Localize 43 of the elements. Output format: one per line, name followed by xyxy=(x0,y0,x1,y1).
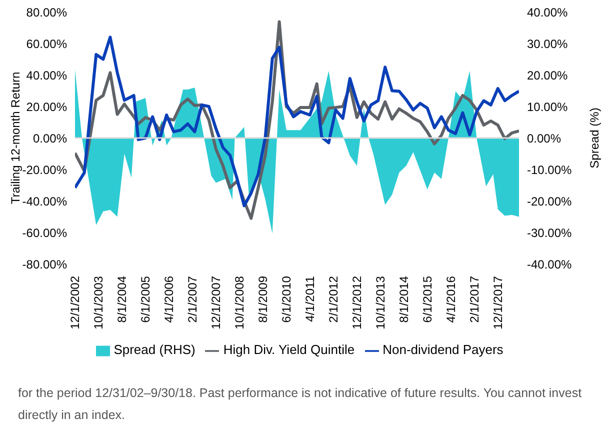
y2-axis-title: Spread (%) xyxy=(587,108,602,168)
x-tick-label: 2/1/2007 xyxy=(186,276,200,323)
y2-tick-label: -40.00% xyxy=(527,257,572,272)
y2-tick-label: 20.00% xyxy=(527,68,568,82)
y-tick-label: 20.00% xyxy=(26,100,68,114)
y-tick-label: 40.00% xyxy=(26,68,68,82)
x-tick-label: 2/1/2012 xyxy=(326,276,340,323)
y2-tick-label: -10.00% xyxy=(527,162,572,177)
x-tick-label: 8/1/2009 xyxy=(256,276,270,323)
y2-tick-label: -20.00% xyxy=(527,194,572,208)
y2-tick-label: -30.00% xyxy=(527,226,572,240)
x-tick-label: 12/1/2012 xyxy=(350,276,364,330)
y-tick-label: -80.00% xyxy=(22,257,68,272)
x-tick-label: 4/1/2006 xyxy=(162,276,176,323)
y-tick-label: -20.00% xyxy=(22,162,68,177)
x-tick-label: 2/1/2017 xyxy=(467,276,482,323)
x-tick-label: 4/1/2011 xyxy=(302,276,317,322)
x-tick-label: 4/1/2016 xyxy=(444,276,458,323)
x-tick-label: 12/1/2002 xyxy=(68,276,82,330)
legend-label: High Div. Yield Quintile xyxy=(223,342,355,357)
y-tick-label: 60.00% xyxy=(26,36,68,51)
legend-label: Non-dividend Payers xyxy=(382,342,504,357)
text: for the period 12/31/02–9/30/18. Past performance is not indicative of future results. You cannot invest directly in an index. xyxy=(18,385,583,424)
y2-tick-label: 40.00% xyxy=(527,5,568,20)
x-tick-label: 12/1/2007 xyxy=(208,276,223,330)
x-tick-label: 6/1/2005 xyxy=(138,276,152,323)
y-tick-label: -40.00% xyxy=(22,194,68,208)
y-tick-label: 80.00% xyxy=(26,5,68,20)
x-tick-label: 10/1/2003 xyxy=(91,276,106,330)
x-tick-label: 8/1/2014 xyxy=(396,276,411,323)
x-tick-label: 12/1/2017 xyxy=(490,276,505,330)
y-axis-title: Trailing 12-month Return xyxy=(8,72,22,204)
x-tick-label: 10/1/2008 xyxy=(232,276,246,330)
y2-tick-label: 30.00% xyxy=(527,36,568,51)
x-tick-label: 10/1/2013 xyxy=(373,276,388,330)
y2-tick-label: 10.00% xyxy=(527,100,568,114)
legend-label: Spread (RHS) xyxy=(114,342,196,357)
x-tick-label: 8/1/2004 xyxy=(115,276,129,323)
x-tick-label: 6/1/2015 xyxy=(420,276,434,323)
x-tick-label: 6/1/2010 xyxy=(279,276,294,323)
y2-tick-label: 0.00% xyxy=(527,131,562,146)
y-tick-label: 0.00% xyxy=(32,131,68,146)
y-tick-label: -60.00% xyxy=(22,226,68,240)
